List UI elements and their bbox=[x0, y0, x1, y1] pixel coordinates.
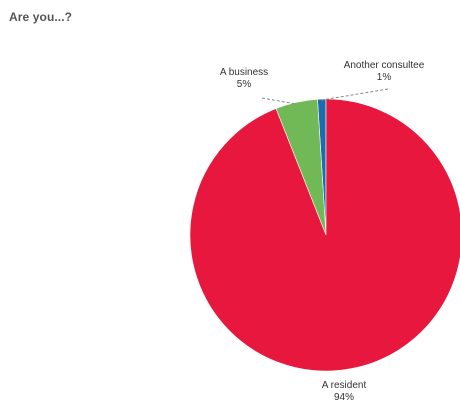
slice-label-a-business: A business bbox=[220, 67, 268, 78]
leader-line-a-business bbox=[261, 97, 297, 105]
pie-slice-a-resident bbox=[189, 98, 460, 372]
slice-value-label-another-consultee: 1% bbox=[377, 72, 392, 83]
slice-label-another-consultee: Another consultee bbox=[344, 60, 425, 71]
pie-slices bbox=[189, 98, 460, 372]
leader-lines bbox=[261, 88, 389, 105]
slice-value-label-a-business: 5% bbox=[237, 79, 252, 90]
chart-title: Are you...? bbox=[9, 10, 73, 24]
slice-value-label-a-resident: 94% bbox=[334, 392, 354, 403]
slice-label-a-resident: A resident bbox=[322, 380, 367, 391]
leader-line-another-consultee bbox=[321, 88, 389, 101]
